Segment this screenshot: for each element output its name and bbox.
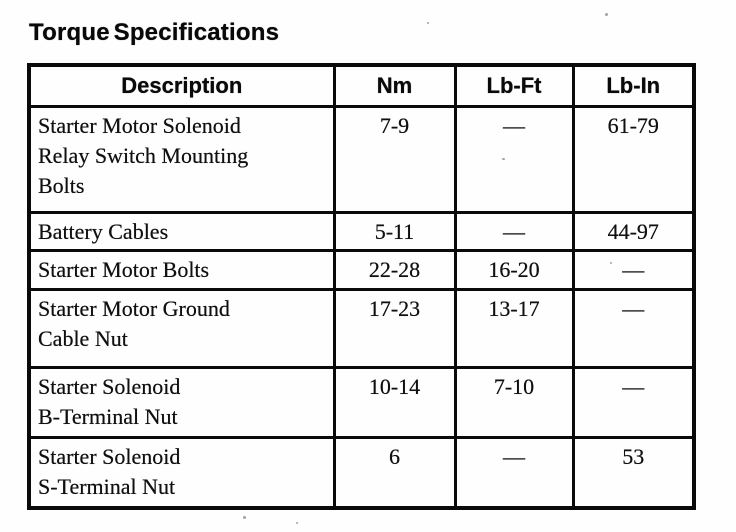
cell-nm-value: 7-9 [332,104,457,214]
cell-lb-in-value: 44-97 [571,210,696,252]
torque-specifications-table: Description Nm Lb-Ft Lb-In Starter Motor… [27,63,696,510]
table-row: Starter Motor Ground Cable Nut 17-23 13-… [27,287,696,369]
cell-lb-ft-value: — [453,435,575,510]
column-header-lb-ft: Lb-Ft [453,63,575,108]
cell-nm-value: 6 [332,435,457,510]
scan-noise-speck [243,516,246,519]
table-row: Starter Solenoid B-Terminal Nut 10-14 7-… [27,365,696,439]
cell-lb-ft-value: — [453,210,575,252]
cell-description: Starter Motor Ground Cable Nut [27,287,336,369]
scan-noise-speck [605,13,608,16]
cell-description: Starter Solenoid S-Terminal Nut [27,435,336,510]
column-header-lb-in: Lb-In [571,63,696,108]
cell-lb-ft-value: 16-20 [453,248,575,291]
table-row: Starter Solenoid S-Terminal Nut 6 — 53 [27,435,696,510]
page-title: Torque Specifications [29,19,280,46]
cell-nm-value: 10-14 [332,365,457,439]
cell-lb-ft-value: 13-17 [453,287,575,369]
cell-lb-ft-value: — [453,104,575,214]
table-header-row: Description Nm Lb-Ft Lb-In [27,63,696,108]
cell-lb-in-value: — [571,248,696,291]
cell-description: Battery Cables [27,210,336,252]
cell-description: Starter Solenoid B-Terminal Nut [27,365,336,439]
cell-description: Starter Motor Bolts [27,248,336,291]
table-row: Starter Motor Solenoid Relay Switch Moun… [27,104,696,214]
cell-nm-value: 17-23 [332,287,457,369]
scan-noise-speck [427,22,429,24]
table-row: Starter Motor Bolts 22-28 16-20 — [27,248,696,291]
cell-nm-value: 22-28 [332,248,457,291]
column-header-nm: Nm [332,63,457,108]
cell-lb-in-value: — [571,365,696,439]
scan-noise-speck [502,158,505,160]
cell-lb-in-value: 61-79 [571,104,696,214]
cell-lb-ft-value: 7-10 [453,365,575,439]
scan-noise-speck [610,262,612,264]
scan-noise-speck [296,522,298,524]
cell-lb-in-value: 53 [571,435,696,510]
cell-nm-value: 5-11 [332,210,457,252]
table-row: Battery Cables 5-11 — 44-97 [27,210,696,252]
cell-lb-in-value: — [571,287,696,369]
cell-description: Starter Motor Solenoid Relay Switch Moun… [27,104,336,214]
column-header-description: Description [27,63,336,108]
